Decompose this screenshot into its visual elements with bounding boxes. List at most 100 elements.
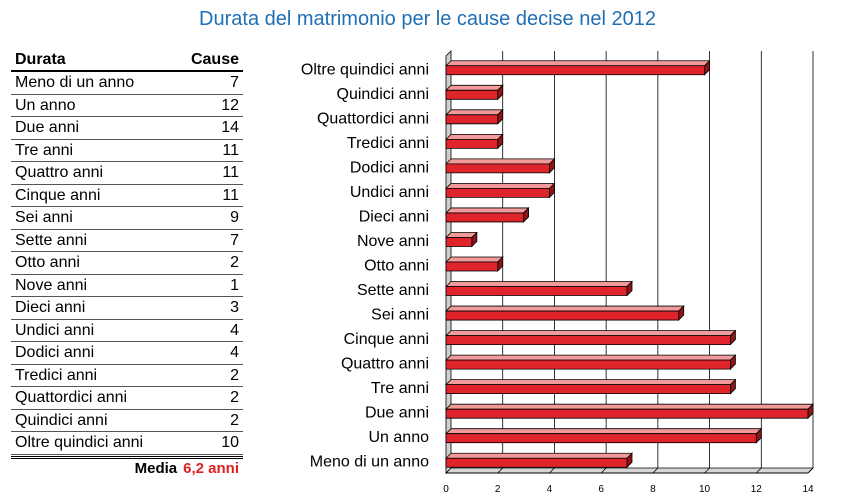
bar-top — [445, 281, 633, 287]
row-label: Undici anni — [15, 321, 95, 339]
row-label: Quattordici anni — [15, 389, 128, 406]
bar-front — [445, 359, 731, 370]
row-label: Dodici anni — [15, 344, 95, 361]
bar-front — [445, 89, 499, 100]
table-footer: Media 6,2 anni — [11, 455, 243, 479]
bar — [445, 206, 530, 223]
row-label: Nove anni — [15, 276, 88, 294]
bar — [445, 280, 633, 297]
bar — [445, 305, 685, 322]
bar — [445, 256, 504, 272]
row-value: 2 — [230, 411, 239, 429]
bar-top — [445, 109, 504, 116]
table-row: Sette anni 7 — [11, 230, 243, 252]
row-value: 4 — [230, 344, 239, 361]
table-row: Oltre quindici anni 10 — [11, 432, 243, 455]
row-label: Dieci anni — [15, 299, 86, 316]
x-tick-label: 14 — [802, 484, 814, 495]
bar-top — [445, 428, 763, 435]
bar-chart: 0 2 4 6 8 10 12 14 Oltre quindici anni Quindici a… — [301, 50, 814, 495]
gridline-floor — [704, 467, 710, 474]
gridline-floor — [549, 467, 555, 474]
row-value: 12 — [221, 96, 239, 114]
bar-front — [445, 408, 809, 419]
bar-front — [445, 286, 628, 296]
bar — [445, 452, 633, 469]
bar — [445, 133, 504, 150]
bar-top — [445, 158, 556, 165]
row-label: Un anno — [15, 96, 76, 114]
category-label: Quindici anni — [337, 86, 430, 103]
row-label: Meno di un anno — [15, 74, 135, 91]
table-row: Dodici anni 4 — [11, 342, 243, 365]
row-value: 7 — [230, 74, 239, 91]
category-label: Undici anni — [350, 184, 429, 201]
x-tick-label: 2 — [495, 484, 501, 495]
category-label: Meno di un anno — [310, 454, 429, 471]
bar — [445, 108, 504, 125]
table-body: Meno di un anno 7 Un anno 12 Due anni 14 Tre a… — [11, 72, 243, 455]
header-durata: Durata — [15, 51, 66, 68]
category-label: Tre anni — [371, 380, 429, 397]
bar-front — [445, 114, 499, 125]
bar-front — [445, 433, 757, 444]
table-row: Quindici anni 2 — [11, 410, 243, 432]
table-row: Tredici anni 2 — [11, 365, 243, 387]
table-row: Tre anni 11 — [11, 140, 243, 162]
row-value: 3 — [230, 299, 239, 316]
bar — [445, 157, 556, 174]
table-row: Sei anni 9 — [11, 207, 243, 230]
bar-top — [445, 60, 711, 67]
table-row: Quattro anni 11 — [11, 162, 243, 185]
row-label: Tredici anni — [15, 366, 98, 384]
category-label: Dieci anni — [359, 208, 429, 225]
bar-front — [445, 212, 524, 223]
bar-top — [445, 183, 556, 189]
row-label: Tre anni — [15, 141, 74, 159]
table-row: Un anno 12 — [11, 95, 243, 117]
row-value: 4 — [230, 321, 239, 339]
x-tick-label: 0 — [443, 484, 449, 495]
bar — [445, 378, 737, 395]
row-value: 7 — [230, 231, 239, 249]
row-label: Oltre quindici anni — [15, 434, 144, 451]
category-label: Dodici anni — [350, 159, 429, 176]
category-label: Un anno — [369, 429, 430, 446]
bar-top — [445, 379, 737, 386]
bar-front — [445, 138, 499, 149]
table-row: Otto anni 2 — [11, 252, 243, 275]
row-value: 10 — [221, 434, 239, 451]
x-tick-label: 12 — [751, 484, 763, 495]
x-tick-label: 4 — [547, 484, 553, 495]
gridline-floor — [497, 467, 503, 474]
x-tick-label: 8 — [650, 484, 656, 495]
table-row: Due anni 14 — [11, 117, 243, 140]
row-label: Sette anni — [15, 231, 88, 249]
row-value: 9 — [230, 209, 239, 226]
category-label: Cinque anni — [344, 331, 429, 348]
category-label: Nove anni — [357, 233, 429, 250]
table-row: Undici anni 4 — [11, 320, 243, 342]
bar-top — [445, 354, 737, 361]
table-row: Nove anni 1 — [11, 275, 243, 297]
x-tick-label: 6 — [598, 484, 604, 495]
row-value: 2 — [230, 389, 239, 406]
row-value: 14 — [221, 119, 239, 136]
bar — [445, 329, 737, 346]
table-row: Dieci anni 3 — [11, 297, 243, 320]
gridline-floor — [756, 467, 762, 474]
bar — [445, 182, 556, 199]
category-label: Due anni — [365, 405, 429, 422]
bar-front — [445, 188, 550, 198]
bar-front — [445, 335, 731, 345]
table-row: Meno di un anno 7 — [11, 72, 243, 95]
gridline-floor — [652, 467, 659, 474]
bar-top — [445, 133, 504, 140]
row-label: Otto anni — [15, 254, 80, 271]
bar — [445, 354, 737, 371]
row-label: Sei anni — [15, 209, 73, 226]
category-label: Sei anni — [371, 307, 429, 324]
row-value: 11 — [222, 141, 239, 159]
bar-top — [445, 207, 530, 214]
bar-front — [445, 65, 705, 76]
